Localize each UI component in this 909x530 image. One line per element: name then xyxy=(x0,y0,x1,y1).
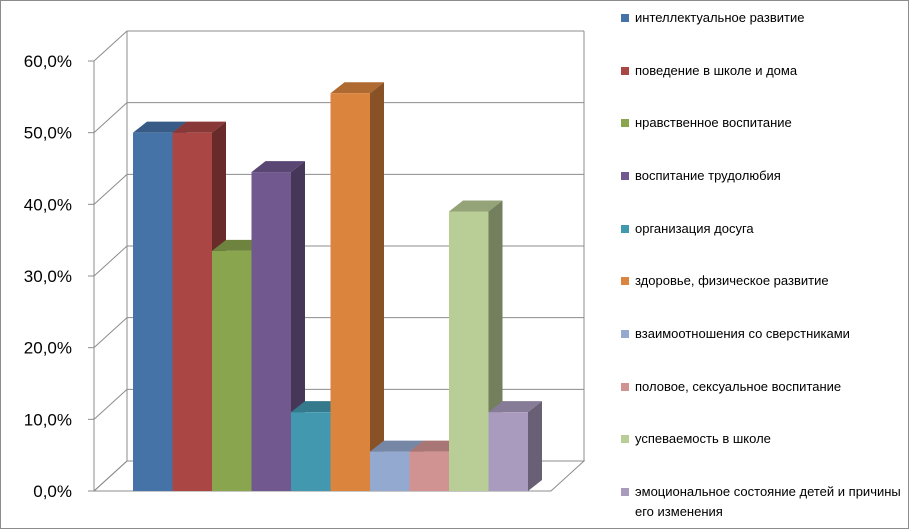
bar-front xyxy=(172,132,212,491)
bar-front xyxy=(212,250,252,491)
legend-label: воспитание трудолюбия xyxy=(635,168,781,183)
y-tick-label: 0,0% xyxy=(33,482,72,501)
bar-top xyxy=(488,401,542,413)
y-tick-label: 30,0% xyxy=(24,267,72,286)
bar-top xyxy=(449,200,503,212)
bars xyxy=(133,82,542,492)
y-tick-label: 50,0% xyxy=(24,124,72,143)
gridline-diagonal xyxy=(93,102,128,134)
bar-top xyxy=(133,121,187,133)
bar-side xyxy=(528,401,542,491)
legend-swatch xyxy=(621,172,629,180)
legend: интеллектуальное развитие поведение в шко… xyxy=(621,1,901,528)
y-tick-label: 40,0% xyxy=(24,195,72,214)
legend-swatch xyxy=(621,435,629,443)
bar-side xyxy=(370,82,384,491)
legend-label: эмоциональное состояние детей и причины … xyxy=(635,484,901,519)
bar-front xyxy=(449,211,489,491)
gridline-diagonal xyxy=(93,173,128,205)
y-tick-label: 10,0% xyxy=(24,410,72,429)
legend-label: организация досуга xyxy=(635,221,754,236)
bar-front xyxy=(370,451,410,491)
y-axis: 0,0% 10,0% 20,0% 30,0% 40,0% 50,0% 60,0% xyxy=(24,52,95,501)
legend-swatch xyxy=(621,119,629,127)
legend-swatch xyxy=(621,14,629,22)
bar-front xyxy=(409,451,449,491)
legend-swatch xyxy=(621,225,629,233)
legend-swatch xyxy=(621,383,629,391)
bar-top xyxy=(251,161,305,173)
legend-swatch xyxy=(621,488,629,496)
bar-top xyxy=(330,82,384,94)
bar-front xyxy=(133,132,173,491)
legend-swatch xyxy=(621,67,629,75)
gridline-diagonal xyxy=(93,388,128,420)
bar xyxy=(488,401,542,491)
bar-top xyxy=(370,440,424,452)
bar-front xyxy=(291,412,331,491)
legend-label: поведение в школе и дома xyxy=(635,63,798,78)
bar-front xyxy=(330,93,370,491)
y-tick-label: 20,0% xyxy=(24,339,72,358)
gridline-diagonal xyxy=(93,30,128,62)
legend-label: здоровье, физическое развитие xyxy=(635,273,829,288)
bar-front xyxy=(251,172,291,492)
legend-swatch xyxy=(621,277,629,285)
legend-swatch xyxy=(621,330,629,338)
gridline-diagonal xyxy=(93,245,128,277)
legend-label: успеваемость в школе xyxy=(635,431,771,446)
bar xyxy=(251,161,305,492)
legend-label: взаимоотношения со сверстниками xyxy=(635,326,850,341)
legend-label: половое, сексуальное воспитание xyxy=(635,379,842,394)
legend-label: нравственное воспитание xyxy=(635,115,792,130)
legend-label: интеллектуальное развитие xyxy=(635,10,805,25)
bar-front xyxy=(488,412,528,491)
gridline-diagonal xyxy=(93,317,128,349)
y-tick-label: 60,0% xyxy=(24,52,72,71)
bar-top xyxy=(172,121,226,133)
bar xyxy=(330,82,384,491)
